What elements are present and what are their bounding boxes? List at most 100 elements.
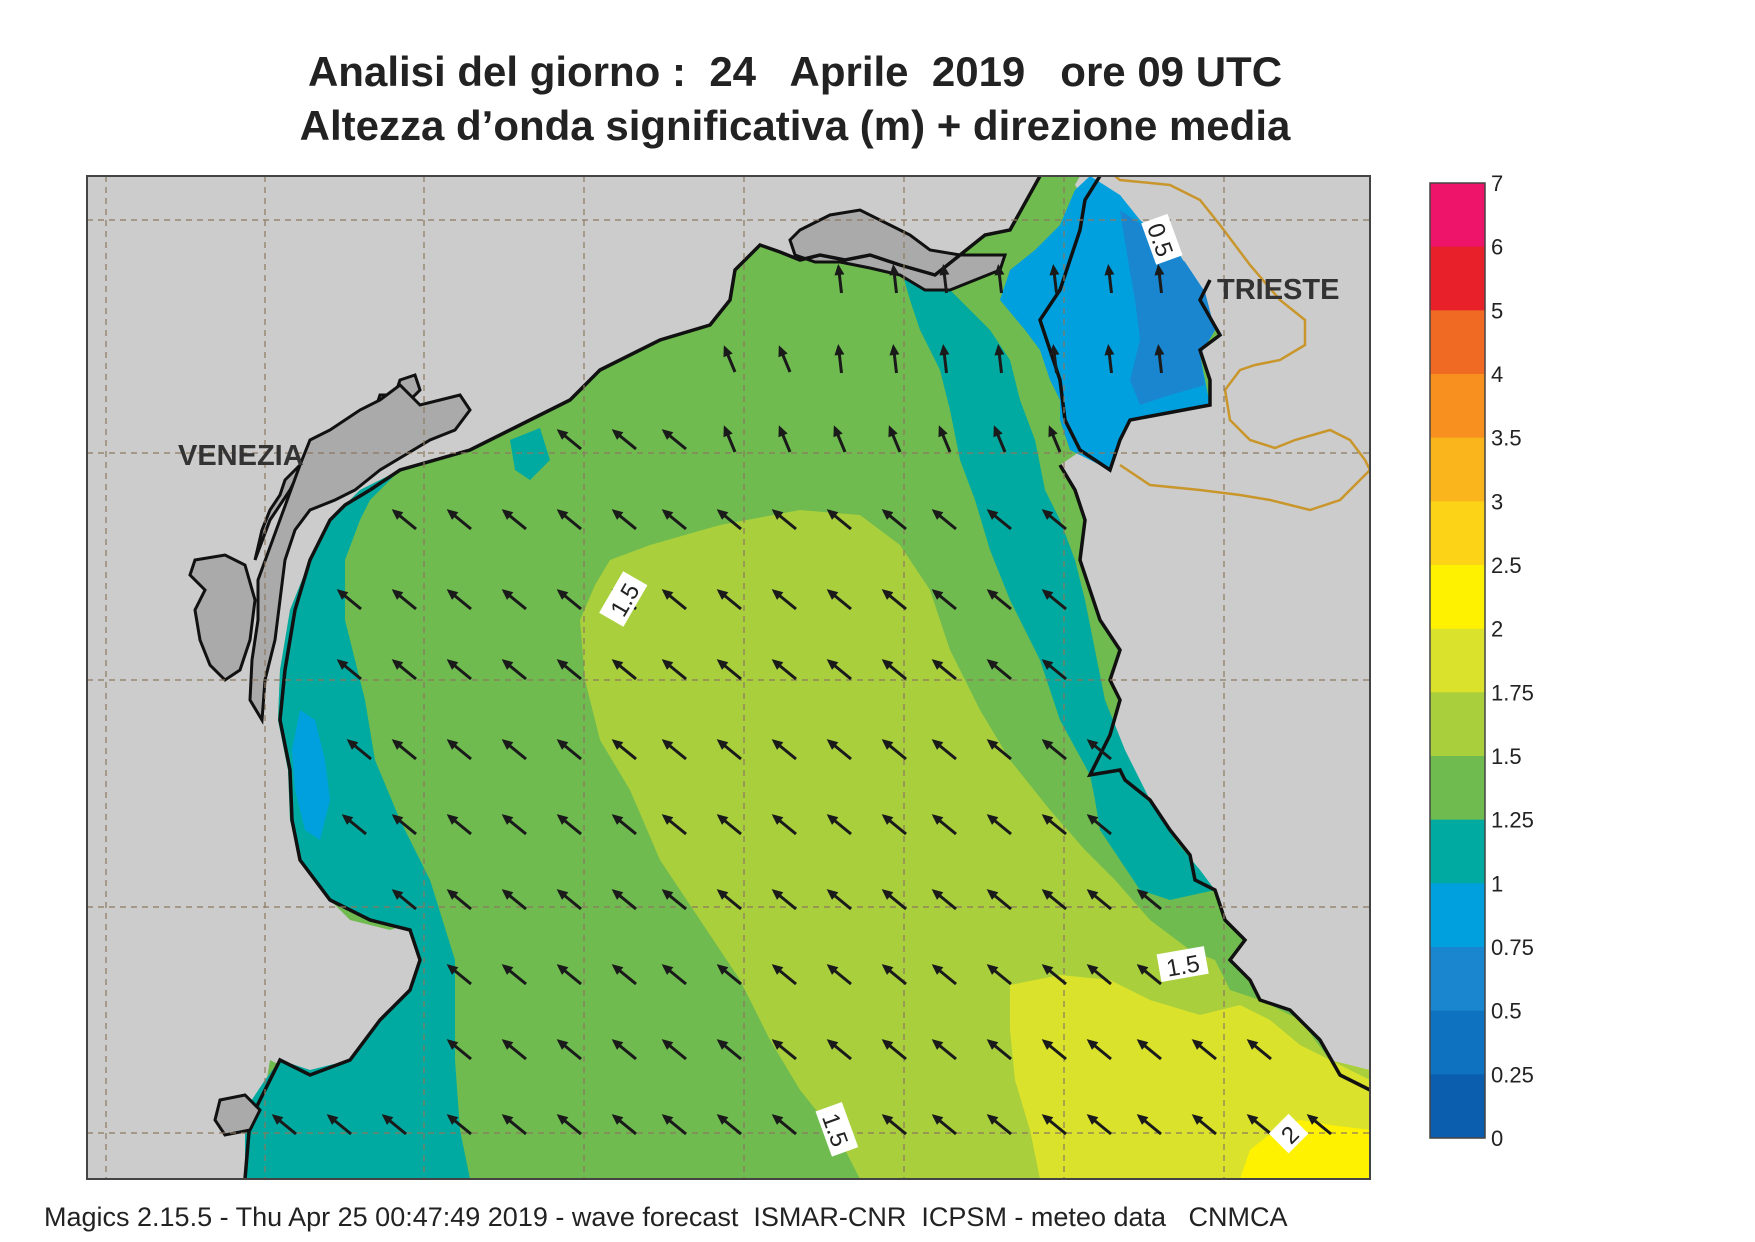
wave-arrow-head (771, 509, 784, 520)
wave-arrow-head (986, 589, 999, 600)
wave-arrow-head (556, 739, 569, 750)
colorbar-swatch (1430, 374, 1485, 439)
teal-east (900, 265, 1215, 900)
wave-arrow-head (661, 889, 674, 900)
coastline-istria (1058, 464, 1370, 1092)
wave-arrow-head (346, 739, 359, 750)
wave-arrow-head (881, 509, 894, 520)
wave-arrow-head (889, 264, 900, 276)
colorbar: 7 6 5 4 3.5 3 2.5 2 1.75 1.5 1.25 1 0.75 0.5 0.25 0 (1429, 171, 1534, 1151)
wave-arrow-head (881, 739, 894, 750)
colorbar-tick-label: 0.75 (1491, 935, 1534, 960)
wave-arrow-head (771, 814, 784, 825)
wave-arrow-head (716, 889, 729, 900)
wave-arrow-head (1086, 1039, 1099, 1050)
wave-arrow-head (881, 814, 894, 825)
wave-arrow-head (1104, 344, 1115, 356)
wave-arrow-head (778, 425, 788, 438)
wave-arrow-head (826, 739, 839, 750)
map-frame (86, 175, 1371, 1180)
wave-arrow-head (931, 659, 944, 670)
colorbar-swatch (1430, 437, 1485, 502)
wave-arrow-head (931, 509, 944, 520)
wave-arrow-head (931, 964, 944, 975)
wave-arrow-head (381, 1114, 394, 1125)
wave-arrow-head (1086, 964, 1099, 975)
colorbar-swatch (1430, 819, 1485, 884)
contour-label: 0.5 (1141, 213, 1183, 265)
wave-arrow-head (1136, 889, 1149, 900)
wave-arrow-head (661, 1114, 674, 1125)
colorbar-swatch (1430, 628, 1485, 693)
wave-arrow-head (881, 659, 894, 670)
wave-arrow-head (336, 589, 349, 600)
wave-arrow-head (556, 964, 569, 975)
wave-arrow-head (1041, 814, 1054, 825)
wave-arrow-head (556, 1114, 569, 1125)
wave-arrow-head (501, 964, 514, 975)
colorbar-swatch (1430, 692, 1485, 757)
wave-arrow-head (661, 589, 674, 600)
wave-arrow-head (391, 659, 404, 670)
wave-arrow-head (771, 659, 784, 670)
wave-arrow-head (888, 425, 898, 438)
colorbar-swatch (1430, 947, 1485, 1012)
wave-arrow-head (771, 739, 784, 750)
wave-arrow-head (1191, 1039, 1204, 1050)
land-trieste-north (788, 208, 1008, 292)
colorbar-tick-label: 7 (1491, 171, 1503, 196)
wave-arrow-head (1191, 1114, 1204, 1125)
wave-arrow-head (723, 425, 733, 438)
wave-arrow-head (716, 1114, 729, 1125)
map-area: VENEZIA TRIESTE 1.5 1.5 1.5 2 0.5 (87, 176, 1370, 1179)
wave-arrow-head (986, 1114, 999, 1125)
wave-arrow-head (501, 589, 514, 600)
wave-arrow-head (1086, 739, 1099, 750)
wave-arrow-head (986, 509, 999, 520)
coastline-east (1038, 176, 1223, 473)
wave-arrow-head (501, 509, 514, 520)
wave-arrow-head (716, 739, 729, 750)
wave-arrow-head (611, 739, 624, 750)
colorbar-tick-label: 2 (1491, 617, 1503, 642)
wave-arrow-head (986, 659, 999, 670)
colorbar-tick-label: 1.75 (1491, 680, 1534, 705)
wave-arrow-head (993, 425, 1003, 438)
wave-arrow-head (1086, 889, 1099, 900)
wave-arrow-head (611, 1114, 624, 1125)
colorbar-tick-label: 1 (1491, 871, 1503, 896)
wave-arrow-head (1049, 264, 1060, 276)
svg-text:1.5: 1.5 (1164, 950, 1202, 982)
wave-arrow-head (1041, 659, 1054, 670)
wave-arrow-head (931, 814, 944, 825)
wave-arrow-head (271, 1114, 284, 1125)
colorbar-tick-label: 2.5 (1491, 553, 1522, 578)
wave-arrow-head (939, 344, 950, 356)
wave-arrow-head (1306, 1114, 1319, 1125)
wave-arrow-head (834, 264, 845, 276)
wave-arrow-head (716, 509, 729, 520)
wave-arrow-head (1048, 425, 1058, 438)
wave-arrow-head (1041, 964, 1054, 975)
contour-label: 1.5 (815, 1101, 859, 1157)
wave-arrow-head (391, 589, 404, 600)
wave-arrow-head (716, 1039, 729, 1050)
wave-arrow-head (501, 1114, 514, 1125)
wave-arrow-head (986, 739, 999, 750)
wave-arrow-head (556, 429, 569, 440)
wave-arrow-head (986, 814, 999, 825)
blue-west (292, 710, 330, 840)
wave-arrow-head (881, 1039, 894, 1050)
wave-arrow-head (661, 509, 674, 520)
wave-arrow-head (994, 344, 1005, 356)
wave-arrow-head (336, 659, 349, 670)
wave-arrow-head (826, 659, 839, 670)
wave-arrow-head (1246, 1114, 1259, 1125)
graticule (87, 176, 1370, 1179)
wave-arrow-head (611, 659, 624, 670)
wave-arrow-head (1154, 264, 1165, 276)
wave-arrow-head (611, 429, 624, 440)
border-line (1114, 176, 1370, 471)
wave-arrow-head (834, 344, 845, 356)
